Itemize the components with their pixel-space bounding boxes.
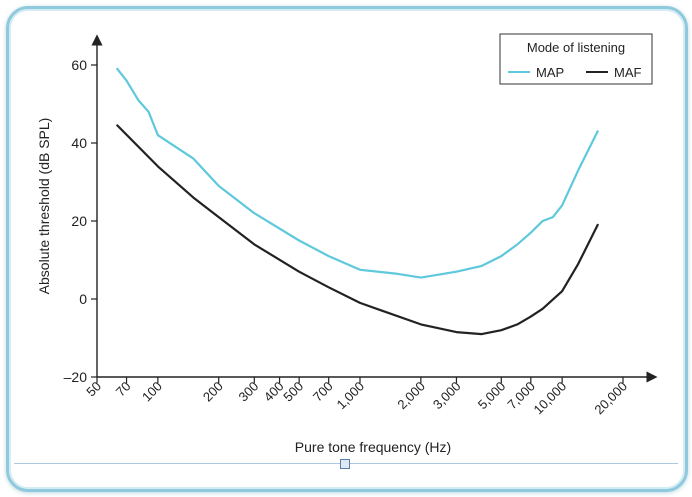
x-tick-label: 700: [310, 379, 336, 405]
y-ticks: –20 0 20 40 60: [64, 57, 97, 385]
x-tick-label: 200: [200, 379, 226, 405]
y-axis-label: Absolute threshold (dB SPL): [36, 118, 52, 295]
legend-title: Mode of listening: [527, 40, 625, 55]
x-tick-label: 5,000: [475, 379, 509, 413]
y-tick-label: 20: [71, 213, 87, 229]
axes: [91, 34, 658, 383]
x-tick-label: 1,000: [334, 379, 368, 413]
legend-label-map: MAP: [536, 65, 564, 80]
x-tick-label: 3,000: [430, 379, 464, 413]
x-tick-label: 10,000: [531, 379, 570, 418]
x-tick-label: 20,000: [591, 379, 630, 418]
square-handle-icon[interactable]: [340, 459, 350, 469]
x-tick-label: 70: [113, 379, 134, 400]
series-line-maf: [116, 124, 599, 336]
x-tick-label: 100: [139, 379, 165, 405]
y-tick-label: 40: [71, 135, 87, 151]
x-tick-label: 300: [235, 379, 261, 405]
chart-frame: [6, 6, 688, 492]
legend-label-maf: MAF: [614, 65, 642, 80]
y-tick-label: 60: [71, 57, 87, 73]
y-tick-label: 0: [79, 291, 87, 307]
x-tick-label: 2,000: [394, 379, 428, 413]
legend: Mode of listening MAP MAF: [499, 33, 653, 85]
y-tick-label: –20: [64, 369, 88, 385]
x-tick-label: 500: [280, 379, 306, 405]
x-axis-label: Pure tone frequency (Hz): [295, 439, 451, 455]
series-lines: [116, 67, 599, 336]
series-line-map: [116, 67, 599, 279]
